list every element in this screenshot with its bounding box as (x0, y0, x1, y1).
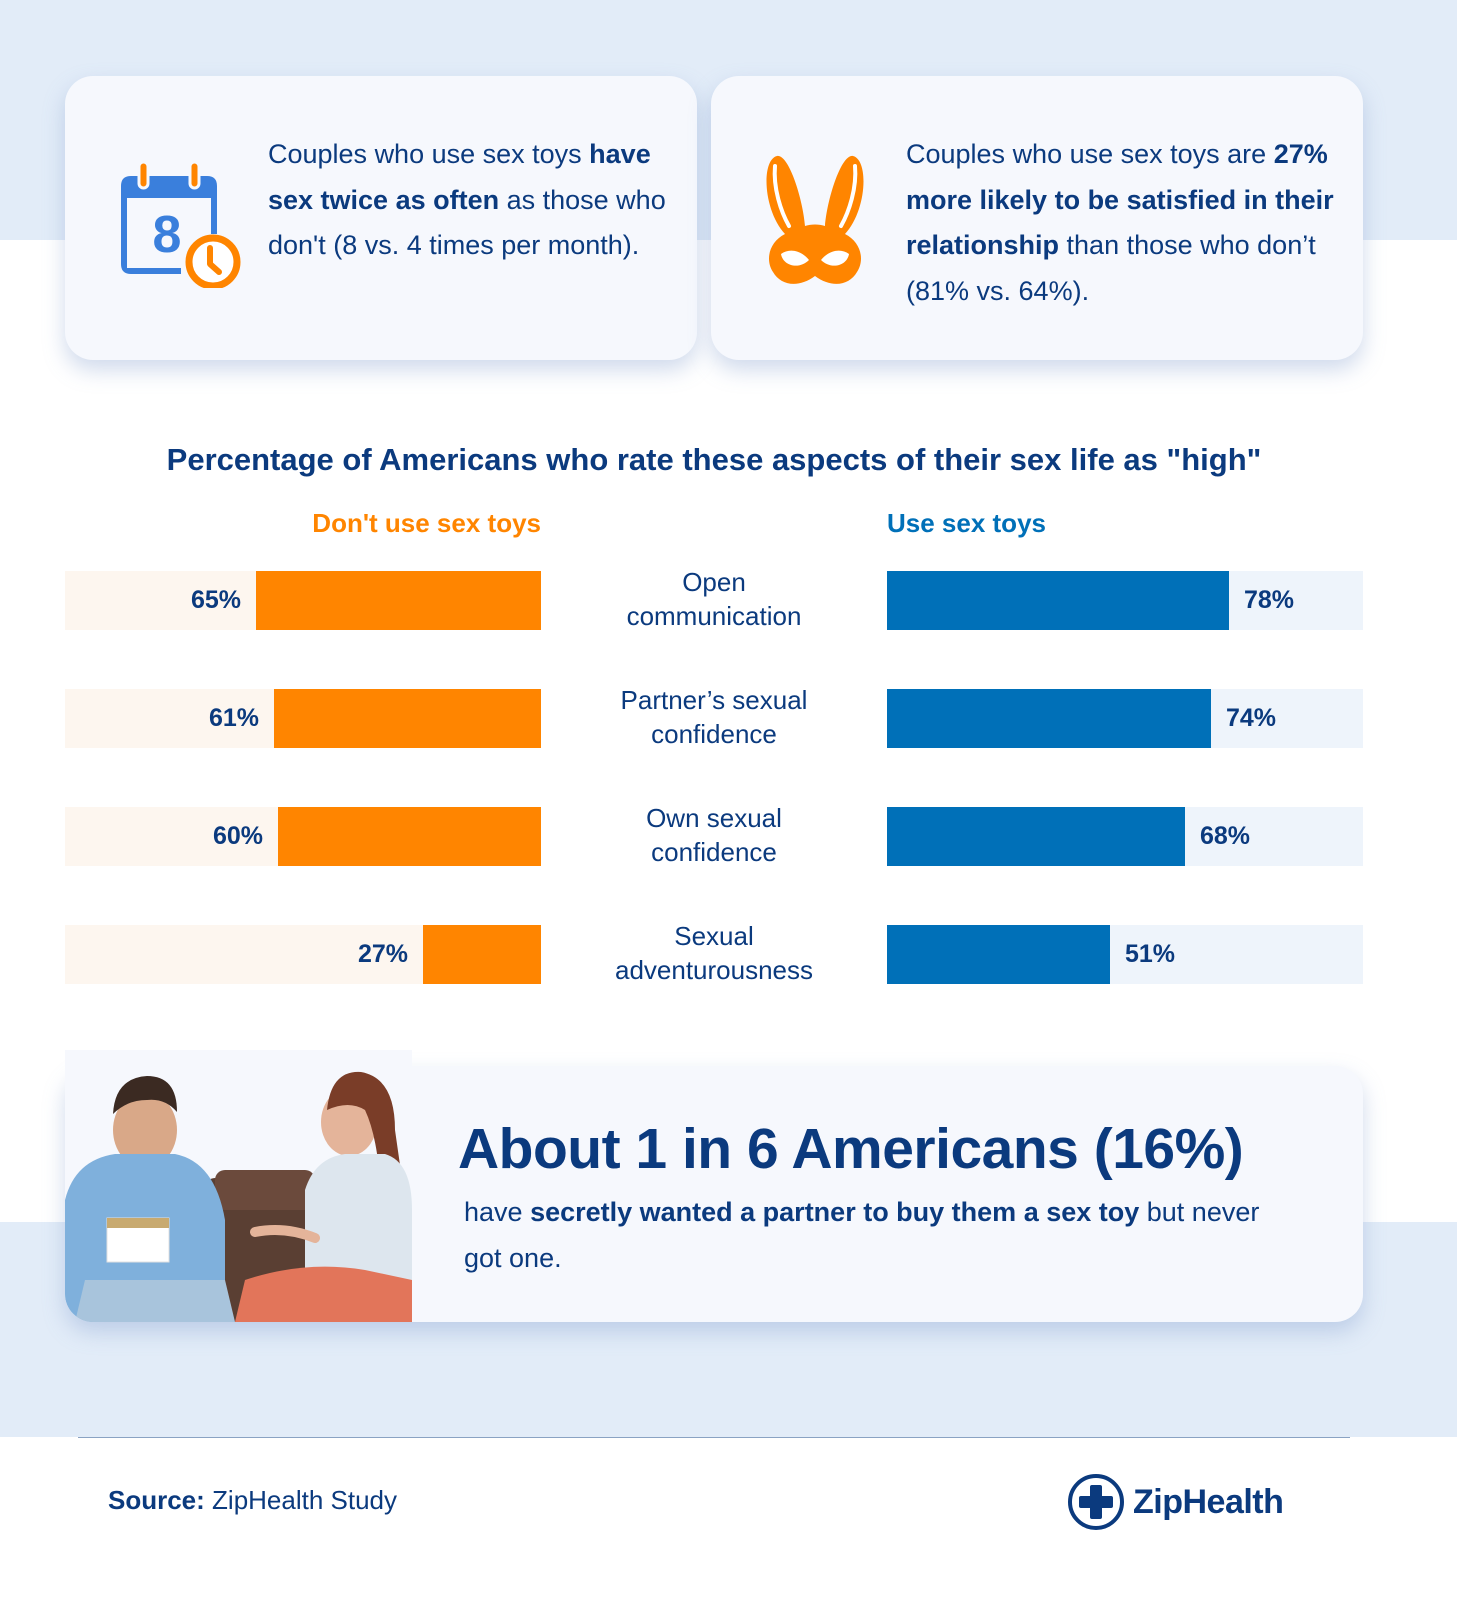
feature-headline: About 1 in 6 Americans (16%) (458, 1117, 1244, 1181)
footer-divider (78, 1437, 1350, 1438)
stat-card-frequency: 8 Couples who use sex toys have sex twic… (65, 76, 697, 360)
bar-use (887, 689, 1211, 748)
value-label-use: 74% (1226, 704, 1277, 732)
legend-dont-use: Don't use sex toys (312, 508, 541, 538)
bar-track-dont-use: 27% (65, 925, 541, 984)
stat-text-frequency: Couples who use sex toys have sex twice … (268, 139, 666, 260)
chart-row: 60% Own sexual confidence 68% (0, 803, 1457, 867)
value-label-use: 68% (1200, 822, 1251, 850)
brand-name: ZipHealth (1133, 1482, 1284, 1521)
chart-row: 65% Open communication 78% (0, 567, 1457, 631)
category-label: Partner’s sexual confidence (620, 685, 808, 749)
bar-dont-use (423, 925, 541, 984)
chart-title: Percentage of Americans who rate these a… (166, 442, 1262, 477)
svg-text:8: 8 (153, 206, 182, 264)
source-citation: Source: ZipHealth Study (108, 1485, 398, 1515)
bar-dont-use (256, 571, 541, 630)
couple-on-couch-photo (65, 1050, 412, 1322)
bar-track-use: 68% (887, 807, 1363, 866)
bar-track-use: 78% (887, 571, 1363, 630)
category-label: Sexual adventurousness (614, 921, 814, 985)
bar-track-dont-use: 60% (65, 807, 541, 866)
bar-track-dont-use: 61% (65, 689, 541, 748)
medical-cross-icon (1068, 1474, 1124, 1530)
bar-use (887, 571, 1229, 630)
bar-dont-use (278, 807, 541, 866)
ziphealth-logo[interactable]: ZipHealth (1067, 1473, 1284, 1531)
bar-track-use: 51% (887, 925, 1363, 984)
stat-card-satisfaction: Couples who use sex toys are 27% more li… (711, 76, 1363, 360)
legend-use: Use sex toys (887, 508, 1046, 538)
category-label: Own sexual confidence (646, 803, 782, 867)
value-label-dont-use: 60% (212, 822, 263, 850)
bar-track-dont-use: 65% (65, 571, 541, 630)
bar-use (887, 807, 1185, 866)
chart-row: 27% Sexual adventurousness 51% (0, 921, 1457, 985)
bunny-mask-icon (766, 155, 864, 284)
value-label-use: 78% (1244, 586, 1295, 614)
bar-dont-use (274, 689, 541, 748)
value-label-dont-use: 65% (190, 586, 241, 614)
value-label-dont-use: 61% (208, 704, 259, 732)
value-label-dont-use: 27% (357, 940, 408, 968)
category-label: Open communication (626, 567, 802, 631)
feature-body: have secretly wanted a partner to buy th… (464, 1197, 1260, 1273)
calendar-clock-icon: 8 (121, 160, 241, 288)
bar-track-use: 74% (887, 689, 1363, 748)
chart-row: 61% Partner’s sexual confidence 74% (0, 685, 1457, 749)
photo-illustration (65, 1050, 412, 1322)
stat-text-satisfaction: Couples who use sex toys are 27% more li… (906, 139, 1334, 306)
bar-use (887, 925, 1110, 984)
value-label-use: 51% (1125, 940, 1176, 968)
